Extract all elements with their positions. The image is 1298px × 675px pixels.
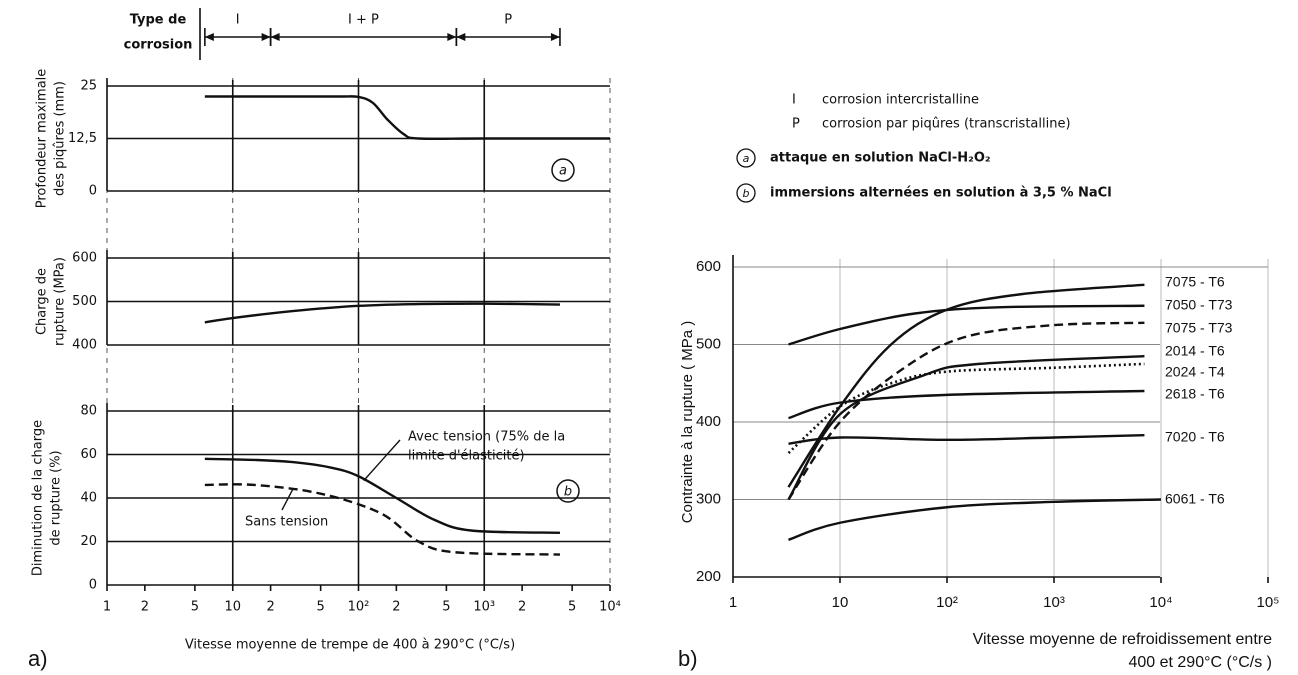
y-tick-label: 500 bbox=[696, 335, 721, 352]
y-axis-label-line: de rupture (%) bbox=[49, 450, 64, 545]
legend-circle bbox=[736, 183, 756, 203]
legend-text: attaque en solution NaCl-H₂O₂ bbox=[770, 151, 991, 166]
zone-label: P bbox=[504, 13, 512, 28]
series-label: 2618 - T6 bbox=[1165, 386, 1225, 402]
legend-text: immersions alternées en solution à 3,5 %… bbox=[770, 186, 1112, 201]
legend-text: corrosion par piqûres (transcristalline) bbox=[822, 117, 1071, 132]
x-tick-label: 2 bbox=[266, 600, 274, 615]
corrosion-label: Type de bbox=[130, 13, 187, 28]
marker-circle bbox=[551, 158, 575, 182]
series-line bbox=[204, 483, 560, 556]
legend-symbol: I bbox=[792, 93, 796, 108]
x-tick-label: 10⁴ bbox=[1149, 594, 1172, 611]
x-tick-label: 10³ bbox=[1043, 594, 1065, 611]
x-tick-label: 2 bbox=[518, 600, 526, 615]
y-axis-label-line: des piqûres (mm) bbox=[53, 81, 68, 196]
y-tick-label: 500 bbox=[72, 294, 97, 309]
y-axis-label: Diminution de la charge de rupture (%) bbox=[31, 420, 64, 576]
series-line bbox=[204, 302, 560, 324]
leader bbox=[281, 488, 294, 511]
y-axis-label-line: Diminution de la charge bbox=[31, 420, 46, 576]
x-tick-label: 1 bbox=[103, 600, 111, 615]
series-line bbox=[787, 354, 1145, 501]
y-tick-label: 20 bbox=[80, 534, 97, 549]
y-axis-label-line: Charge de bbox=[35, 268, 50, 335]
series-label: 2024 - T4 bbox=[1165, 364, 1225, 380]
corrosion-label: corrosion bbox=[124, 38, 193, 53]
annotation: Sans tension bbox=[245, 515, 328, 530]
x-tick-label: 2 bbox=[392, 600, 400, 615]
x-tick-label: 10 bbox=[224, 600, 241, 615]
x-tick-label: 5 bbox=[191, 600, 199, 615]
y-axis-label-line: Profondeur maximale bbox=[35, 69, 50, 209]
y-tick-label: 600 bbox=[72, 251, 97, 266]
series-line bbox=[788, 498, 1162, 541]
marker-label: a bbox=[559, 164, 567, 179]
y-axis-label: Profondeur maximale des piqûres (mm) bbox=[35, 69, 68, 209]
x-tick-label: 10² bbox=[348, 600, 370, 615]
y-tick-label: 200 bbox=[696, 568, 721, 585]
series-line bbox=[787, 283, 1145, 488]
y-tick-label: 25 bbox=[80, 79, 97, 94]
y-tick-label: 80 bbox=[80, 404, 97, 419]
x-tick-label: 5 bbox=[568, 600, 576, 615]
y-tick-label: 400 bbox=[72, 338, 97, 353]
series-line bbox=[787, 321, 1145, 501]
series-label: 2014 - T6 bbox=[1165, 343, 1225, 359]
series-label: 7020 - T6 bbox=[1165, 429, 1225, 445]
legend-text: corrosion intercristalline bbox=[822, 93, 979, 108]
x-axis-label: Vitesse moyenne de refroidissement entre bbox=[973, 631, 1273, 648]
series-line bbox=[204, 457, 560, 534]
marker-circle bbox=[556, 479, 580, 503]
zone-label: I + P bbox=[348, 13, 379, 28]
marker-label: b bbox=[564, 485, 572, 500]
y-axis-label: Charge de rupture (MPa) bbox=[35, 257, 68, 346]
x-axis-label: Vitesse moyenne de trempe de 400 à 290°C… bbox=[185, 638, 515, 653]
series-label: 7050 - T73 bbox=[1165, 297, 1233, 313]
series-line bbox=[788, 389, 1145, 420]
zone-label: I bbox=[236, 13, 240, 28]
y-tick-label: 300 bbox=[696, 490, 721, 507]
x-tick-label: 10 bbox=[832, 594, 849, 611]
y-axis-label-line: rupture (MPa) bbox=[53, 257, 68, 346]
series-line bbox=[787, 362, 1145, 454]
y-tick-label: 60 bbox=[80, 447, 97, 462]
y-tick-label: 12,5 bbox=[68, 131, 97, 146]
series-label: 7075 - T6 bbox=[1165, 274, 1225, 290]
y-tick-label: 0 bbox=[89, 578, 97, 593]
y-tick-label: 0 bbox=[89, 184, 97, 199]
y-axis-label: Contrainte à la rupture ( MPa ) bbox=[679, 321, 696, 524]
legend-symbol: P bbox=[792, 117, 800, 132]
x-axis-label: 400 et 290°C (°C/s ) bbox=[1128, 654, 1272, 671]
leader bbox=[363, 439, 401, 482]
x-tick-label: 5 bbox=[317, 600, 325, 615]
x-tick-label: 2 bbox=[141, 600, 149, 615]
y-tick-label: 600 bbox=[696, 258, 721, 275]
series-line bbox=[788, 433, 1145, 445]
series-label: 7075 - T73 bbox=[1165, 320, 1233, 336]
series-line bbox=[788, 304, 1145, 346]
legend-symbol: b bbox=[743, 187, 750, 200]
x-tick-label: 10⁵ bbox=[1257, 594, 1280, 611]
y-tick-label: 400 bbox=[696, 413, 721, 430]
x-tick-label: 5 bbox=[442, 600, 450, 615]
x-tick-label: 10⁴ bbox=[599, 600, 621, 615]
annotation: limite d'élasticité) bbox=[408, 449, 525, 464]
annotation: Avec tension (75% de la bbox=[408, 430, 565, 445]
x-tick-label: 1 bbox=[729, 594, 737, 611]
series-line bbox=[204, 95, 610, 141]
x-tick-label: 10² bbox=[936, 594, 958, 611]
series-label: 6061 - T6 bbox=[1165, 491, 1225, 507]
y-tick-label: 40 bbox=[80, 491, 97, 506]
caption: b) bbox=[678, 646, 698, 671]
legend-symbol: a bbox=[743, 152, 750, 165]
caption: a) bbox=[28, 646, 48, 671]
legend-circle bbox=[736, 148, 756, 168]
x-tick-label: 10³ bbox=[473, 600, 495, 615]
